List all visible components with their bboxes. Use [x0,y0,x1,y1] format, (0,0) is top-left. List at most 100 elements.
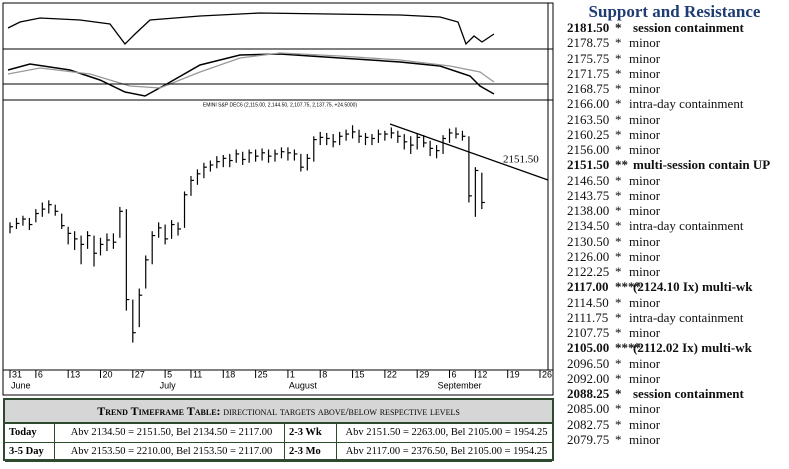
sr-level: 2151.50 [567,157,610,173]
sr-note: minor [629,233,661,249]
sr-note: minor [629,248,661,264]
table-cell: 2-3 Mo [285,443,337,461]
sr-row: 2171.75 * minor [567,65,661,81]
x-tick-label: 19 [510,369,520,379]
x-tick-label: 6 [38,369,43,379]
sr-note: minor [629,370,661,386]
table-cell: 2-3 Wk [285,424,337,442]
x-tick-label: 15 [355,369,365,379]
x-tick-label: 26 [542,369,552,379]
x-tick-label: 22 [387,369,397,379]
sr-level: 2178.75 [567,35,610,51]
sr-note: minor [629,50,661,66]
annotation: 2151.50 [503,154,539,166]
macd-signal [7,52,495,89]
sr-level: 2122.25 [567,264,610,279]
month-label: July [160,380,177,390]
sr-note: minor [629,401,661,417]
sr-note: minor [629,81,661,96]
x-tick-label: 20 [102,369,112,379]
x-tick-label: 13 [70,369,80,379]
sr-row: 2092.00 * minor [567,370,661,386]
chart: EMINI S&P DEC6 (2,115.00, 2,144.50, 2,10… [2,2,554,396]
sr-level: 2130.50 [567,233,610,249]
sr-note: minor [629,355,661,371]
sr-note: minor [629,325,661,340]
sr-row: 2138.00 * minor [567,203,661,218]
sr-level: 2092.00 [567,370,610,386]
rsi-line [7,12,495,46]
sr-note: minor [629,203,661,218]
x-tick-label: 1 [290,369,295,379]
sr-row: 2105.00 **** (2112.02 Ix) multi-wk [567,340,752,356]
sr-note: minor [629,294,661,310]
sr-level: 2114.50 [567,294,609,310]
table-cell: Today [5,424,55,442]
table-subtitle: directional targets above/below respecti… [223,406,460,418]
sr-row: 2143.75 * minor [567,187,661,203]
month-label: August [289,380,318,390]
table-cell: Abv 2153.50 = 2210.00, Bel 2153.50 = 211… [55,443,285,461]
sr-note: minor [629,111,661,127]
sr-note: minor [629,35,661,51]
x-tick-label: 12 [477,369,487,379]
sr-level: 2096.50 [567,355,610,371]
table-cell: 3-5 Day [5,443,55,461]
table-title: Trend Timeframe Table: [97,404,221,418]
sr-level: 2168.75 [567,81,610,96]
sr-level: 2126.00 [567,248,610,264]
sr-row: 2114.50 * minor [567,294,661,310]
table-cell: Abv 2134.50 = 2151.50, Bel 2134.50 = 211… [55,424,285,442]
sr-note: (2112.02 Ix) multi-wk [633,340,752,356]
sr-level: 2156.00 [567,142,610,157]
x-tick-label: 31 [12,369,22,379]
sr-note: minor [629,416,661,432]
sr-level: 2166.00 [567,96,610,112]
sr-row: 2146.50 * minor [567,172,661,188]
sr-level: 2117.00 [567,279,609,295]
sr-row: 2160.25 * minor [567,126,661,142]
x-tick-label: 6 [452,369,457,379]
sr-note: session containment [633,20,744,35]
sr-row: 2130.50 * minor [567,233,661,249]
sr-row: 2107.75 * minor [567,325,661,340]
chart-frame [2,2,554,396]
sr-title: Support and Resistance [588,2,761,21]
sr-row: 2088.25 * session containment [567,386,744,401]
month-label: September [438,380,482,390]
sr-row: 2134.50 * intra-day containment [567,218,744,234]
sr-level: 2175.75 [567,50,610,66]
sr-level: 2146.50 [567,172,610,188]
sr-row: 2156.00 * minor [567,142,661,157]
sr-level: 2163.50 [567,111,610,127]
sr-level: 2079.75 [567,431,610,447]
x-tick-label: 29 [419,369,429,379]
table-cell: Abv 2151.50 = 2263.00, Bel 2105.00 = 195… [345,427,548,438]
x-tick-label: 25 [258,369,268,379]
sr-note: (2124.10 Ix) multi-wk [633,279,753,295]
sr-row: 2096.50 * minor [567,355,661,371]
x-tick-label: 18 [225,369,235,379]
sr-level: 2160.25 [567,126,610,142]
macd-line [7,53,495,97]
sr-level: 2107.75 [567,325,610,340]
x-tick-label: 27 [135,369,145,379]
month-label: June [11,380,31,390]
sr-row: 2178.75 * minor [567,35,661,51]
x-tick-label: 5 [167,369,172,379]
sr-level: 2111.75 [567,309,609,325]
sr-note: minor [629,142,661,157]
sr-level: 2085.00 [567,401,610,417]
sr-row: 2166.00 * intra-day containment [567,96,744,112]
sr-row: 2163.50 * minor [567,111,661,127]
sr-level: 2171.75 [567,65,610,81]
sr-row: 2181.50 * session containment [567,20,744,35]
sr-row: 2151.50 ** multi-session contain UP [567,157,771,173]
sr-level: 2105.00 [567,340,610,356]
sr-note: minor [629,65,661,81]
sr-note: intra-day containment [629,218,744,234]
sr-note: minor [629,126,661,142]
chart-title: EMINI S&P DEC6 (2,115.00, 2,144.50, 2,10… [203,102,358,108]
table-header: Trend Timeframe Table: directional targe… [5,400,552,424]
